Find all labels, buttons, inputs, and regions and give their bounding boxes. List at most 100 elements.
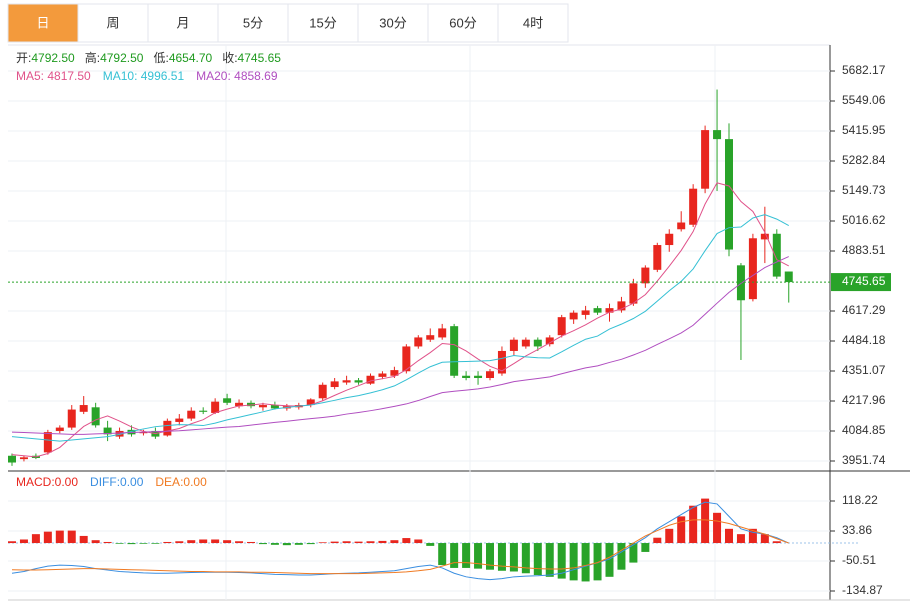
y-tick-label: 4617.29 xyxy=(842,303,886,317)
tab[interactable] xyxy=(287,3,359,43)
candle-body xyxy=(486,371,494,379)
tab[interactable] xyxy=(497,3,569,43)
macd-bar xyxy=(689,505,698,544)
tab[interactable] xyxy=(357,3,429,43)
ohlc-value: 4792.50 xyxy=(100,51,144,65)
macd-bar xyxy=(557,543,566,579)
y-tick-label: 5415.95 xyxy=(842,123,886,137)
tab-label[interactable]: 30分 xyxy=(379,15,406,30)
candle-body xyxy=(497,350,506,374)
legend-entry: DEA:0.00 xyxy=(155,475,207,489)
candle-body xyxy=(617,301,626,311)
candle-body xyxy=(605,308,614,313)
candle-body xyxy=(641,267,650,284)
macd-bar xyxy=(366,541,375,544)
macd-bar xyxy=(486,543,494,570)
macd-bar xyxy=(521,543,530,574)
macd-bar xyxy=(223,540,232,544)
series-line xyxy=(11,256,789,435)
tab-label[interactable]: 15分 xyxy=(309,15,336,30)
macd-bar xyxy=(390,540,399,544)
macd-bar xyxy=(258,543,267,545)
macd-bar xyxy=(8,541,16,544)
ohlc-value: 4792.50 xyxy=(31,51,75,65)
tab-label[interactable]: 周 xyxy=(106,15,119,30)
series-line xyxy=(11,519,789,575)
macd-bar xyxy=(402,538,411,544)
tab-label[interactable]: 4时 xyxy=(523,15,543,30)
macd-bar xyxy=(677,516,686,544)
macd-bar xyxy=(450,543,459,568)
candle-body xyxy=(378,373,387,377)
candle-body xyxy=(784,271,793,283)
macd-bar xyxy=(282,543,291,546)
macd-bar xyxy=(103,541,112,544)
macd-bar xyxy=(19,539,28,544)
macd-bar xyxy=(533,543,542,576)
tab[interactable] xyxy=(77,3,149,43)
macd-bar xyxy=(605,543,614,577)
legend-entry: MACD:0.00 xyxy=(16,475,78,489)
macd-bar xyxy=(426,543,435,546)
macd-bar xyxy=(438,543,447,566)
macd-bar xyxy=(199,539,208,544)
candle-body xyxy=(354,380,363,383)
macd-bar xyxy=(67,530,76,544)
candle-body xyxy=(211,401,220,413)
macd-bar xyxy=(497,543,506,571)
y-tick-label: -50.51 xyxy=(842,553,876,567)
macd-bar xyxy=(31,534,40,544)
tab-label[interactable]: 月 xyxy=(176,15,189,30)
candle-body xyxy=(748,238,757,300)
candle-body xyxy=(450,326,459,376)
candle-body xyxy=(474,375,483,379)
y-tick-label: 4351.07 xyxy=(842,363,886,377)
macd-bar xyxy=(462,543,471,568)
candle-body xyxy=(318,384,327,399)
legend-entry: MA20: 4858.69 xyxy=(196,69,278,83)
ohlc-label: 收: xyxy=(222,51,237,65)
macd-bar xyxy=(175,541,184,544)
tab-label[interactable]: 60分 xyxy=(449,15,476,30)
candle-body xyxy=(330,381,339,388)
macd-bar xyxy=(354,541,363,544)
candle-body xyxy=(569,312,578,320)
candle-body xyxy=(414,337,423,347)
macd-bar xyxy=(294,543,303,545)
y-tick-label: 5016.62 xyxy=(842,213,886,227)
candle-body xyxy=(725,139,733,250)
candle-body xyxy=(557,317,566,336)
candle-body xyxy=(55,427,64,431)
macd-bar xyxy=(55,530,64,544)
candle-body xyxy=(115,430,124,437)
macd-bar xyxy=(701,498,710,544)
macd-bar xyxy=(725,528,733,544)
candle-body xyxy=(402,346,411,372)
macd-bar xyxy=(163,541,172,544)
candle-body xyxy=(306,399,315,406)
candle-body xyxy=(593,308,602,313)
macd-bar xyxy=(509,543,518,572)
tab-label[interactable]: 日 xyxy=(36,15,49,30)
macd-bar xyxy=(641,543,650,552)
tab[interactable] xyxy=(217,3,289,43)
tab[interactable] xyxy=(147,3,219,43)
candle-body xyxy=(247,402,255,407)
macd-bar xyxy=(378,540,387,544)
candle-body xyxy=(43,432,52,453)
macd-bar xyxy=(151,543,160,544)
candle-body xyxy=(390,370,399,376)
candle-body xyxy=(629,283,638,304)
candle-body xyxy=(653,245,662,270)
y-tick-label: 3951.74 xyxy=(842,453,886,467)
candle-body xyxy=(67,409,76,428)
tab[interactable] xyxy=(7,3,79,43)
tab-label[interactable]: 5分 xyxy=(243,15,263,30)
y-tick-label: 118.22 xyxy=(842,493,878,507)
macd-bar xyxy=(139,543,148,544)
y-tick-label: 5282.84 xyxy=(842,153,886,167)
macd-bar xyxy=(665,528,674,544)
macd-bar xyxy=(414,539,423,544)
